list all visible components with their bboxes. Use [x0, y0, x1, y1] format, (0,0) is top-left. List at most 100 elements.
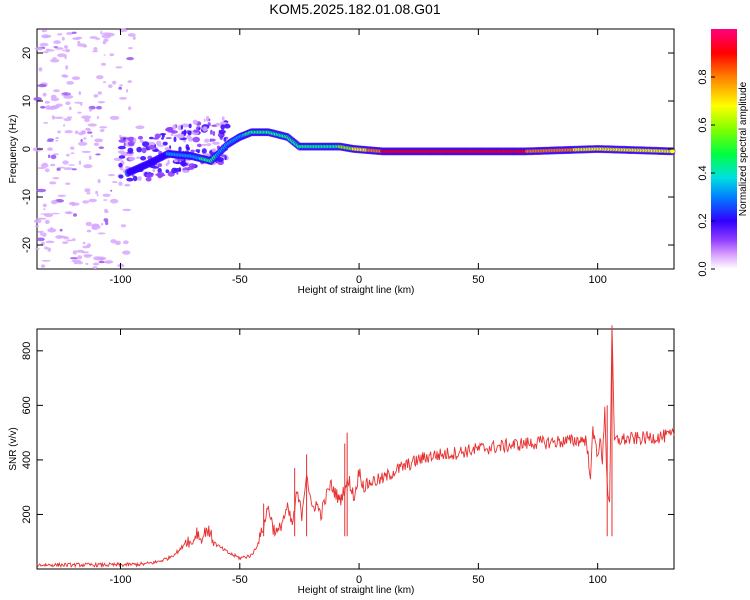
- cluster-blob: [185, 144, 190, 150]
- cluster-blob: [183, 139, 187, 143]
- cluster-blob: [178, 146, 182, 152]
- noise-blob: [101, 32, 111, 35]
- cluster-blob: [124, 183, 131, 187]
- cluster-blob: [118, 174, 124, 179]
- noise-blob: [86, 229, 92, 233]
- noise-blob: [72, 250, 78, 255]
- noise-blob: [42, 51, 49, 54]
- noise-blob: [56, 53, 67, 58]
- noise-blob: [89, 36, 98, 39]
- colorbar-tick-label: 0.8: [697, 69, 709, 84]
- noise-blob: [93, 94, 99, 98]
- noise-blob: [61, 74, 67, 78]
- noise-blob: [66, 81, 74, 85]
- noise-blob: [45, 240, 55, 244]
- noise-blob: [44, 168, 50, 173]
- noise-blob: [101, 34, 112, 39]
- noise-blob: [98, 146, 105, 149]
- noise-blob: [88, 198, 97, 203]
- y-tick-label: 600: [21, 396, 33, 414]
- cluster-blob: [211, 148, 217, 153]
- cluster-blob: [204, 138, 210, 143]
- noise-blob: [78, 132, 84, 136]
- x-tick-label: 0: [356, 574, 362, 586]
- cluster-blob: [201, 143, 208, 146]
- noise-blob: [128, 47, 133, 50]
- noise-blob: [50, 94, 57, 99]
- noise-blob: [61, 36, 65, 41]
- cluster-blob: [212, 131, 216, 136]
- noise-blob: [53, 40, 61, 44]
- noise-blob: [36, 188, 47, 193]
- noise-blob: [44, 100, 50, 104]
- noise-blob: [40, 264, 46, 268]
- noise-blob: [46, 48, 51, 51]
- colorbar: 0.0 0.2 0.4 0.6 0.8 Normalized spectral ampl…: [697, 29, 749, 277]
- noise-blob: [102, 81, 107, 84]
- noise-blob: [70, 146, 75, 150]
- noise-blob: [118, 86, 123, 90]
- noise-blob: [68, 164, 75, 166]
- noise-blob: [97, 91, 102, 95]
- y-tick-label: -10: [21, 189, 33, 205]
- noise-blob: [34, 219, 42, 224]
- noise-blob: [40, 213, 50, 215]
- cluster-blob: [220, 124, 225, 131]
- cluster-blob: [152, 166, 160, 169]
- cluster-blob: [172, 124, 176, 131]
- noise-blob: [37, 230, 44, 233]
- cluster-blob: [186, 134, 191, 140]
- noise-blob: [122, 250, 131, 255]
- noise-blob: [78, 91, 82, 96]
- noise-blob: [85, 127, 91, 131]
- noise-blob: [114, 240, 121, 246]
- noise-blob: [94, 138, 104, 143]
- cluster-blob: [224, 155, 227, 161]
- colorbar-tick-label: 0.4: [697, 165, 709, 180]
- noise-blob: [57, 194, 67, 197]
- chart-title: KOM5.2025.182.01.08.G01: [269, 1, 440, 17]
- noise-blob: [41, 259, 51, 262]
- x-tick-label: -100: [109, 274, 131, 286]
- cluster-blob: [176, 171, 179, 175]
- noise-blob: [120, 224, 127, 228]
- cluster-blob: [126, 136, 135, 142]
- x-tick-label: 100: [588, 574, 606, 586]
- cluster-blob: [217, 134, 224, 137]
- cluster-blob: [165, 128, 171, 132]
- cluster-blob: [133, 137, 137, 144]
- noise-blob: [103, 199, 108, 201]
- noise-blob: [107, 174, 116, 177]
- cluster-blob: [127, 147, 134, 153]
- cluster-blob: [118, 155, 126, 159]
- noise-blob: [65, 101, 71, 105]
- noise-blob: [132, 36, 136, 40]
- noise-blob: [81, 251, 89, 254]
- cluster-blob: [161, 133, 165, 138]
- cluster-blob: [156, 140, 162, 146]
- cluster-blob: [196, 143, 202, 148]
- cluster-blob: [167, 159, 170, 165]
- cluster-blob: [212, 141, 220, 145]
- noise-blob: [67, 92, 70, 95]
- noise-blob: [62, 160, 69, 165]
- noise-blob: [108, 84, 113, 88]
- noise-blob: [65, 182, 71, 185]
- noise-blob: [72, 202, 80, 206]
- cluster-blob: [145, 177, 152, 182]
- noise-blob: [99, 129, 105, 132]
- noise-blob: [44, 219, 50, 224]
- noise-blob: [119, 97, 127, 100]
- noise-blob: [43, 122, 49, 124]
- cluster-blob: [203, 118, 206, 122]
- noise-blob: [51, 115, 56, 120]
- noise-blob: [57, 130, 61, 134]
- noise-blob: [88, 155, 92, 160]
- noise-blob: [100, 223, 104, 226]
- noise-blob: [66, 153, 70, 157]
- colorbar-gradient: [711, 29, 737, 269]
- snr-marks: [36, 325, 675, 569]
- noise-blob: [47, 147, 53, 151]
- noise-blob: [96, 116, 99, 120]
